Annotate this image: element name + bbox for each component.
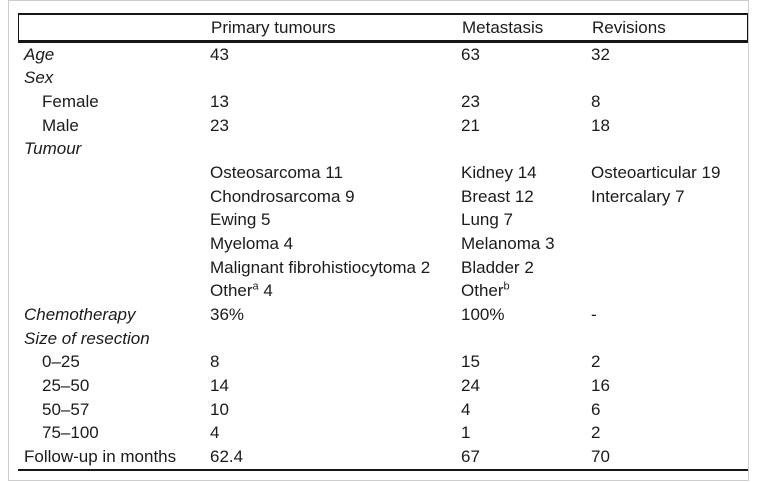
cell-after: 4 — [258, 281, 273, 301]
cell-metastasis: 4 — [461, 399, 471, 419]
cell-metastasis: 21 — [461, 115, 480, 135]
row-label: 0–25 — [42, 352, 80, 372]
cell-primary: Myeloma 4 — [210, 234, 294, 254]
row-label: Age — [24, 44, 55, 64]
row-label: Male — [42, 115, 79, 135]
cell-metastasis: Bladder 2 — [461, 257, 534, 277]
row-label: 50–57 — [42, 399, 90, 419]
cell-primary: 4 — [210, 423, 220, 443]
footnote-marker-b: b — [503, 280, 510, 293]
cell-revisions: 8 — [591, 92, 601, 112]
row-label: Tumour — [24, 139, 82, 159]
cell-revisions: 70 — [591, 446, 610, 466]
table-row-sex: Sex — [18, 67, 748, 91]
table-row-size-of-resection: Size of resection — [18, 327, 748, 351]
cell-revisions: 18 — [591, 115, 610, 135]
cell-primary: Osteosarcoma 11 — [210, 163, 343, 183]
table-row-tumour-2: Chondrosarcoma 9 Breast 12 Intercalary 7 — [18, 185, 748, 209]
cell-revisions: Osteoarticular 19 — [591, 163, 721, 183]
table-row-tumour-1: Osteosarcoma 11 Kidney 14 Osteoarticular… — [18, 161, 748, 185]
cell-primary: 13 — [210, 92, 229, 112]
cell-primary: Chondrosarcoma 9 — [210, 186, 355, 206]
table-row-tumour-5: Malignant fibrohistiocytoma 2 Bladder 2 — [18, 256, 748, 280]
table-row-tumour-other: Othera 4 Otherb — [18, 280, 748, 304]
header-col-primary-tumours: Primary tumours — [211, 17, 336, 37]
cell-metastasis: Melanoma 3 — [461, 234, 555, 254]
cell-metastasis: Otherb — [461, 281, 591, 301]
cell-primary: 43 — [210, 44, 229, 64]
cell-metastasis: Lung 7 — [461, 210, 513, 230]
cell-metastasis: Kidney 14 — [461, 163, 537, 183]
header-col-metastasis: Metastasis — [462, 17, 544, 37]
table-row-female: Female 13 23 8 — [18, 90, 748, 114]
cell-metastasis: 1 — [461, 423, 471, 443]
row-label: Sex — [24, 68, 54, 88]
cell-metastasis: 100% — [461, 305, 505, 325]
footnote-marker-a: a — [252, 280, 259, 293]
table-row-chemotherapy: Chemotherapy 36% 100% - — [18, 303, 748, 327]
cell-metastasis: Breast 12 — [461, 186, 534, 206]
table-row-age: Age 43 63 32 — [18, 43, 748, 67]
cell-primary: 8 — [210, 352, 220, 372]
cell-revisions: - — [591, 305, 597, 325]
cell-primary: 14 — [210, 376, 229, 396]
cell-metastasis: 63 — [461, 44, 480, 64]
table-row-tumour-4: Myeloma 4 Melanoma 3 — [18, 232, 748, 256]
cell-metastasis: 24 — [461, 376, 480, 396]
table-row-follow-up: Follow-up in months 62.4 67 70 — [18, 445, 748, 469]
cell-metastasis: 15 — [461, 352, 480, 372]
cell-revisions: 2 — [591, 423, 601, 443]
cell-revisions: 16 — [591, 376, 610, 396]
cell-primary: 62.4 — [210, 446, 244, 466]
row-label: 25–50 — [42, 376, 90, 396]
header-col-revisions: Revisions — [592, 17, 666, 37]
table-row-50-57: 50–57 10 4 6 — [18, 398, 748, 422]
row-label: Female — [42, 92, 99, 112]
cell-metastasis: 67 — [461, 446, 480, 466]
table-row-25-50: 25–50 14 24 16 — [18, 374, 748, 398]
data-table: Primary tumours Metastasis Revisions Age… — [18, 13, 748, 471]
table-header-row: Primary tumours Metastasis Revisions — [18, 13, 748, 43]
cell-primary: Othera 4 — [210, 281, 461, 301]
cell-metastasis: 23 — [461, 92, 480, 112]
row-label: 75–100 — [42, 423, 99, 443]
cell-text: Other — [461, 281, 504, 301]
cell-primary: Malignant fibrohistiocytoma 2 — [210, 257, 431, 277]
row-label: Chemotherapy — [24, 305, 136, 325]
table-row-0-25: 0–25 8 15 2 — [18, 351, 748, 375]
row-label: Follow-up in months — [24, 446, 177, 466]
cell-revisions: Intercalary 7 — [591, 186, 685, 206]
cell-primary: Ewing 5 — [210, 210, 271, 230]
cell-revisions: 32 — [591, 44, 610, 64]
table-row-male: Male 23 21 18 — [18, 114, 748, 138]
row-label: Size of resection — [24, 328, 150, 348]
cell-primary: 23 — [210, 115, 229, 135]
cell-primary: 36% — [210, 305, 245, 325]
cell-text: Other — [210, 281, 253, 301]
cell-revisions: 6 — [591, 399, 601, 419]
table-row-tumour: Tumour — [18, 138, 748, 162]
table-body: Age 43 63 32 Sex Female 13 23 8 Male 23 — [18, 43, 748, 471]
table-row-tumour-3: Ewing 5 Lung 7 — [18, 209, 748, 233]
cell-revisions: 2 — [591, 352, 601, 372]
cell-primary: 10 — [210, 399, 229, 419]
table-row-75-100: 75–100 4 1 2 — [18, 422, 748, 446]
